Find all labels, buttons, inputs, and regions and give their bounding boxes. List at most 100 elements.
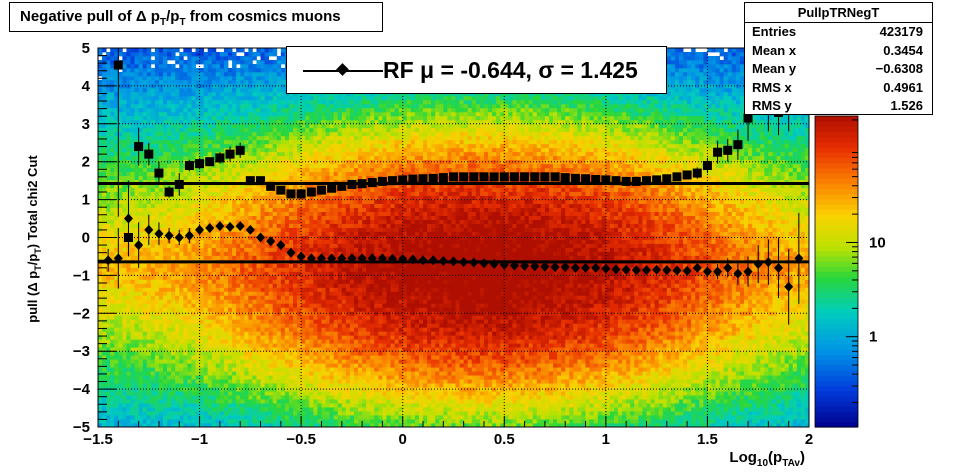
heatmap-cell <box>106 367 111 372</box>
heatmap-cell <box>130 399 135 404</box>
heatmap-cell <box>110 203 115 208</box>
heatmap-cell <box>215 323 221 328</box>
heatmap-cell <box>211 403 217 408</box>
heatmap-cell <box>158 99 164 105</box>
heatmap-cell <box>284 299 290 304</box>
heatmap-cell <box>102 411 107 416</box>
heatmap-cell <box>134 91 140 97</box>
heatmap-cell <box>223 191 229 197</box>
heatmap-cell <box>110 335 115 340</box>
heatmap-cell <box>191 155 196 161</box>
heatmap-cell <box>150 167 156 173</box>
heatmap-cell <box>288 415 294 420</box>
heatmap-cell <box>276 239 282 244</box>
heatmap-cell <box>195 283 200 288</box>
heatmap-cell <box>284 355 290 360</box>
heatmap-cell <box>236 171 241 177</box>
heatmap-cell <box>163 151 168 157</box>
heatmap-cell <box>228 99 233 105</box>
heatmap-cell <box>163 63 168 69</box>
heatmap-cell <box>301 423 306 428</box>
heatmap-cell <box>272 215 278 220</box>
heatmap-cell <box>301 199 306 204</box>
heatmap-cell <box>118 123 123 129</box>
heatmap-cell <box>207 423 213 428</box>
heatmap-cell <box>179 63 184 69</box>
heatmap-cell <box>195 71 200 77</box>
heatmap-cell <box>215 67 221 73</box>
heatmap-cell <box>248 48 253 53</box>
heatmap-cell <box>232 351 237 356</box>
heatmap-cell <box>183 123 188 129</box>
heatmap-cell <box>134 307 140 312</box>
heatmap-cell <box>163 219 168 224</box>
heatmap-cell <box>110 175 115 181</box>
heatmap-cell <box>106 315 111 320</box>
heatmap-cell <box>138 327 144 332</box>
heatmap-cell <box>309 287 314 292</box>
heatmap-cell <box>203 315 209 320</box>
heatmap-cell <box>199 315 205 320</box>
heatmap-cell <box>223 223 229 228</box>
heatmap-cell <box>288 315 294 320</box>
heatmap-cell <box>98 63 103 69</box>
heatmap-cell <box>268 48 274 53</box>
heatmap-cell <box>106 243 111 248</box>
heatmap-cell <box>150 347 156 352</box>
heatmap-cell <box>284 279 290 284</box>
heatmap-cell <box>228 383 233 388</box>
heatmap-cell <box>260 399 265 404</box>
heatmap-cell <box>167 211 172 216</box>
heatmap-cell <box>248 379 253 384</box>
heatmap-cell <box>203 55 209 61</box>
heatmap-cell <box>293 311 298 316</box>
heatmap-cell <box>260 303 265 308</box>
heatmap-cell <box>102 243 107 248</box>
heatmap-cell <box>223 107 229 113</box>
heatmap-cell <box>138 199 144 204</box>
heatmap-cell <box>268 335 274 340</box>
heatmap-cell <box>305 303 310 308</box>
heatmap-cell <box>199 167 205 173</box>
heatmap-cell <box>171 127 176 133</box>
heatmap-cell <box>211 419 217 424</box>
heatmap-cell <box>228 255 233 260</box>
heatmap-cell <box>268 343 274 348</box>
heatmap-cell <box>110 99 115 105</box>
heatmap-cell <box>215 191 221 197</box>
heatmap-cell <box>256 159 261 165</box>
heatmap-cell <box>268 411 274 416</box>
heatmap-cell <box>236 115 241 121</box>
heatmap-cell <box>272 111 278 117</box>
heatmap-cell <box>252 383 257 388</box>
heatmap-cell <box>203 111 209 117</box>
heatmap-cell <box>219 239 225 244</box>
heatmap-cell <box>179 207 184 212</box>
heatmap-cell <box>280 139 286 145</box>
heatmap-cell <box>118 87 123 93</box>
heatmap-cell <box>114 355 119 360</box>
heatmap-cell <box>122 251 127 256</box>
heatmap-cell <box>256 407 261 412</box>
heatmap-cell <box>228 123 233 129</box>
heatmap-cell <box>276 163 282 169</box>
heatmap-cell <box>138 183 144 189</box>
heatmap-cell <box>232 135 237 141</box>
heatmap-cell <box>110 367 115 372</box>
heatmap-cell <box>142 123 148 129</box>
heatmap-cell <box>195 207 200 212</box>
heatmap-cell <box>293 91 298 97</box>
heatmap-cell <box>158 55 164 61</box>
heatmap-cell <box>260 239 265 244</box>
heatmap-cell <box>293 151 298 157</box>
heatmap-cell <box>244 375 249 380</box>
heatmap-cell <box>118 295 123 300</box>
heatmap-cell <box>175 48 180 53</box>
heatmap-cell <box>175 87 180 93</box>
heatmap-cell <box>236 319 241 324</box>
heatmap-cell <box>264 135 270 141</box>
heatmap-cell <box>272 347 278 352</box>
heatmap-cell <box>232 403 237 408</box>
heatmap-cell <box>199 235 205 240</box>
heatmap-cell <box>134 59 140 65</box>
